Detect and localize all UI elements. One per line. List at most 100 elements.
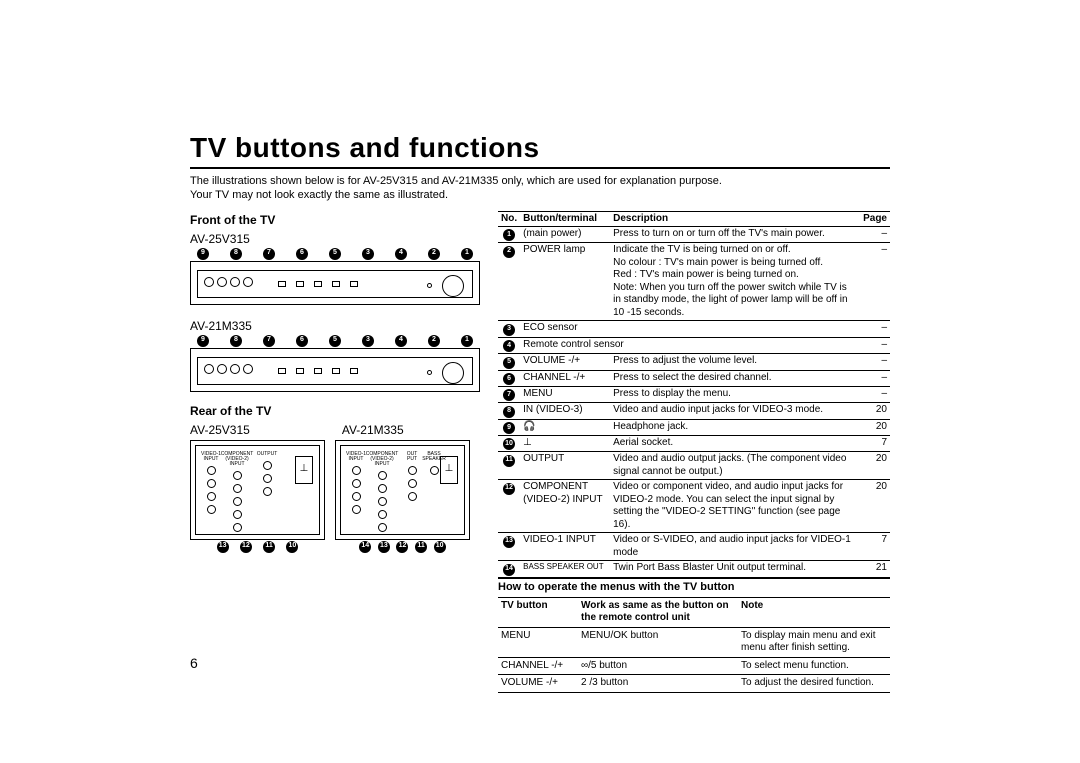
table-row: 5 VOLUME -/+Press to adjust the volume le… [498, 354, 890, 370]
callout-5: 5 [329, 248, 341, 260]
rear-heading: Rear of the TV [190, 404, 480, 419]
page-ref: – [860, 227, 890, 243]
callout-9: 9 [197, 248, 209, 260]
tvbtn-note: To select menu function. [738, 657, 890, 675]
page-ref: 20 [860, 419, 890, 435]
terminal-description: Aerial socket. [610, 436, 860, 452]
rear-panel-diagram-b: VIDEO-1INPUT COMPONENT(VIDEO-2)INPUT OUT… [335, 440, 470, 540]
page-ref: – [860, 370, 890, 386]
model-label-rear-a: AV-25V315 [190, 423, 250, 438]
callout-1: 1 [461, 248, 473, 260]
page-ref: – [860, 354, 890, 370]
callout-2: 2 [428, 248, 440, 260]
row-number-badge: 8 [503, 406, 515, 418]
terminal-description: Press to adjust the volume level. [610, 354, 860, 370]
tvbtn-work: MENU/OK button [578, 627, 738, 657]
page-ref: 21 [860, 561, 890, 577]
row-number-badge: 6 [503, 373, 515, 385]
row-number-badge: 2 [503, 246, 515, 258]
callout-12: 12 [396, 541, 408, 553]
tvbtn-note: To display main menu and exit menu after… [738, 627, 890, 657]
terminal-description: Indicate the TV is being turned on or of… [610, 243, 860, 321]
howto-heading: How to operate the menus with the TV but… [498, 578, 890, 598]
tvbtn-btn: VOLUME -/+ [498, 675, 578, 693]
callout-9: 9 [197, 335, 209, 347]
terminal-description: Press to turn on or turn off the TV's ma… [610, 227, 860, 243]
tvbtn-row: VOLUME -/+2 /3 buttonTo adjust the desir… [498, 675, 890, 693]
callout-13: 13 [217, 541, 229, 553]
th-page: Page [860, 211, 890, 227]
aerial-icon: ⊥ [295, 456, 313, 484]
front-panel-diagram-b: 987653421 [190, 348, 480, 392]
table-row: 6CHANNEL -/+Press to select the desired … [498, 370, 890, 386]
diagrams-column: Front of the TV AV-25V315 987653421 AV-2… [190, 211, 480, 693]
terminal-description: Twin Port Bass Blaster Unit output termi… [610, 561, 860, 577]
terminal-description: Headphone jack. [610, 419, 860, 435]
page-ref: – [860, 321, 890, 337]
table-row: 4Remote control sensor– [498, 337, 890, 353]
tvbtn-work: ∞/5 button [578, 657, 738, 675]
description-column: No. Button/terminal Description Page 1(m… [498, 211, 890, 693]
callout-5: 5 [329, 335, 341, 347]
callout-6: 6 [296, 248, 308, 260]
intro-line-2: Your TV may not look exactly the same as… [190, 189, 890, 203]
page-number: 6 [190, 655, 198, 673]
table-row: 10⊥Aerial socket.7 [498, 436, 890, 452]
table-row: 3ECO sensor– [498, 321, 890, 337]
callout-13: 13 [378, 541, 390, 553]
table-row: 13VIDEO-1 INPUTVideo or S-VIDEO, and aud… [498, 533, 890, 561]
model-label-front-a: AV-25V315 [190, 232, 480, 247]
page-ref: – [860, 243, 890, 321]
page-title: TV buttons and functions [190, 130, 890, 169]
front-heading: Front of the TV [190, 213, 480, 228]
terminal-name: IN (VIDEO-3) [520, 403, 610, 419]
tvbtn-row: CHANNEL -/+∞/5 buttonTo select menu func… [498, 657, 890, 675]
row-number-badge: 9 [503, 422, 515, 434]
terminal-description: Press to display the menu. [610, 386, 860, 402]
terminal-name: CHANNEL -/+ [520, 370, 610, 386]
page-ref: 7 [860, 533, 890, 561]
row-number-badge: 4 [503, 340, 515, 352]
table-row: 14 BASS SPEAKER OUTTwin Port Bass Blaster… [498, 561, 890, 577]
aerial-icon: ⊥ [440, 456, 458, 484]
front-panel-diagram-a: 987653421 [190, 261, 480, 305]
row-number-badge: 11 [503, 455, 515, 467]
terminal-name: BASS SPEAKER OUT [520, 561, 610, 577]
terminal-name: 🎧 [520, 419, 610, 435]
callout-14: 14 [359, 541, 371, 553]
callout-11: 11 [415, 541, 427, 553]
row-number-badge: 10 [503, 438, 515, 450]
row-number-badge: 7 [503, 389, 515, 401]
terminal-name: VIDEO-1 INPUT [520, 533, 610, 561]
tvbtn-btn: MENU [498, 627, 578, 657]
callout-12: 12 [240, 541, 252, 553]
row-number-badge: 5 [503, 357, 515, 369]
model-label-front-b: AV-21M335 [190, 319, 480, 334]
row-number-badge: 13 [503, 536, 515, 548]
terminal-description: Video and audio output jacks. (The compo… [610, 452, 860, 480]
intro-line-1: The illustrations shown below is for AV-… [190, 175, 890, 189]
table-row: 1(main power)Press to turn on or turn of… [498, 227, 890, 243]
terminal-name: COMPONENT (VIDEO-2) INPUT [520, 480, 610, 533]
page-ref: – [860, 386, 890, 402]
page-ref: 20 [860, 403, 890, 419]
tvbtn-row: MENUMENU/OK buttonTo display main menu a… [498, 627, 890, 657]
tvbtn-btn: CHANNEL -/+ [498, 657, 578, 675]
terminal-name: ⊥ [520, 436, 610, 452]
callout-3: 3 [362, 335, 374, 347]
callout-11: 11 [263, 541, 275, 553]
page-ref: – [860, 337, 890, 353]
row-number-badge: 1 [503, 229, 515, 241]
row-number-badge: 14 [503, 564, 515, 576]
th-desc: Description [610, 211, 860, 227]
th-tvbutton: TV button [498, 598, 578, 628]
table-row: 12COMPONENT (VIDEO-2) INPUTVideo or comp… [498, 480, 890, 533]
terminal-name: ECO sensor [520, 321, 610, 337]
page-ref: 20 [860, 480, 890, 533]
terminal-name: OUTPUT [520, 452, 610, 480]
callout-8: 8 [230, 335, 242, 347]
callout-4: 4 [395, 335, 407, 347]
callout-8: 8 [230, 248, 242, 260]
terminal-name: VOLUME -/+ [520, 354, 610, 370]
terminal-description: Video and audio input jacks for VIDEO-3 … [610, 403, 860, 419]
